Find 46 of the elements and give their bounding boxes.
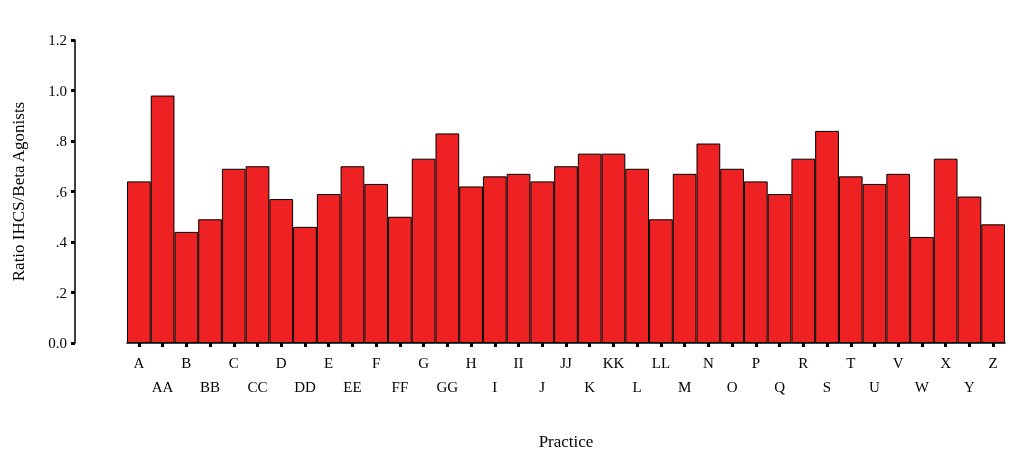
y-tick-label: .6 [55, 183, 68, 200]
y-tick-label: 1.0 [48, 82, 67, 99]
x-tick-label: O [726, 379, 738, 395]
y-tick-label: .4 [55, 234, 68, 250]
x-tick-label: W [914, 379, 930, 395]
x-tick-label: FF [391, 379, 409, 395]
x-tick-label: B [181, 355, 192, 371]
x-tick-label: I [492, 379, 498, 395]
x-tick-label: C [228, 355, 239, 371]
x-tick-label: X [940, 355, 952, 371]
y-tick-label: .2 [55, 284, 67, 301]
x-tick-label: S [822, 379, 832, 395]
x-tick-label: K [584, 379, 596, 395]
x-tick-label: EE [343, 379, 362, 395]
x-tick-label: A [133, 355, 145, 371]
x-tick-label: E [324, 355, 334, 371]
y-tick-label: .8 [55, 133, 67, 149]
x-tick-label: U [869, 379, 881, 395]
x-tick-label: T [846, 355, 856, 371]
x-tick-label: J [539, 379, 546, 395]
y-tick-label: 0.0 [48, 335, 67, 351]
x-tick-label: G [418, 355, 430, 371]
x-tick-label: GG [436, 379, 459, 395]
x-tick-label: R [798, 355, 809, 371]
x-tick-label: DD [294, 379, 316, 395]
x-tick-label: JJ [560, 355, 572, 371]
x-tick-label: D [275, 355, 287, 371]
x-tick-label: Y [963, 379, 975, 395]
x-tick-label: L [632, 379, 642, 395]
y-tick-label: 1.2 [48, 32, 67, 48]
x-tick-label: N [702, 355, 714, 371]
x-tick-label: Z [988, 355, 998, 371]
x-tick-label: M [677, 379, 692, 395]
x-tick-label: H [465, 355, 477, 371]
y-axis-title: Ratio IHCS/Beta Agonists [9, 101, 28, 282]
x-tick-label: LL [651, 355, 671, 371]
x-tick-label: V [892, 355, 904, 371]
x-tick-label: AA [151, 379, 174, 395]
x-tick-label: P [751, 355, 761, 371]
x-axis-title: Practice [538, 432, 594, 451]
x-tick-label: BB [200, 379, 221, 395]
x-tick-label: KK [602, 355, 625, 371]
x-tick-label: F [371, 355, 381, 371]
x-tick-label: Q [774, 379, 786, 395]
x-tick-label: II [513, 355, 524, 371]
x-tick-label: CC [247, 379, 268, 395]
